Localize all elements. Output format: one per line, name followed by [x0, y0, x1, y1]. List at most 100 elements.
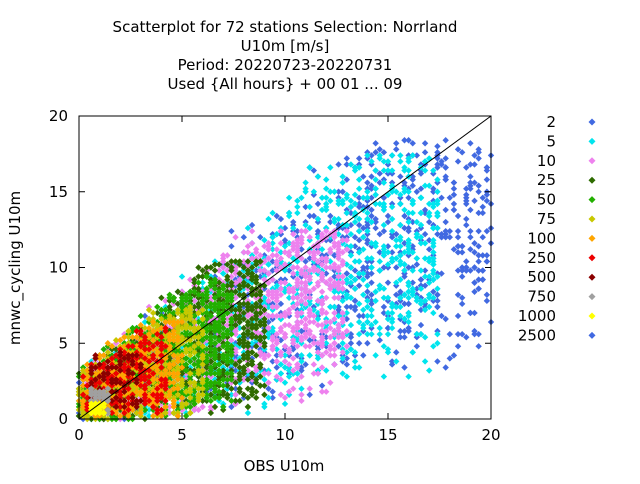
- data-point: [380, 294, 388, 301]
- data-point: [294, 376, 301, 383]
- data-point: [393, 243, 400, 250]
- data-point: [409, 349, 416, 356]
- data-point: [244, 258, 252, 265]
- data-point: [442, 164, 449, 171]
- data-point: [182, 349, 190, 356]
- data-point: [376, 155, 383, 162]
- data-point: [207, 346, 215, 353]
- data-point: [294, 352, 301, 359]
- data-point: [252, 273, 260, 280]
- data-point: [248, 255, 256, 262]
- data-point: [318, 364, 326, 371]
- data-point: [405, 209, 412, 217]
- data-point: [215, 355, 223, 362]
- data-point: [372, 140, 379, 147]
- data-point: [314, 321, 322, 329]
- data-point: [174, 364, 182, 371]
- data-point: [240, 376, 247, 383]
- data-point: [343, 237, 350, 244]
- data-point: [178, 400, 186, 408]
- data-point: [236, 340, 243, 347]
- data-point: [306, 224, 313, 232]
- data-point: [248, 333, 256, 341]
- data-point: [364, 282, 371, 289]
- data-point: [360, 306, 367, 314]
- data-point: [401, 206, 408, 214]
- data-point: [306, 203, 313, 211]
- data-point: [228, 330, 235, 338]
- data-point: [232, 294, 239, 301]
- data-point: [393, 303, 400, 311]
- data-point: [310, 340, 318, 347]
- data-point: [388, 361, 396, 368]
- data-point: [269, 394, 276, 401]
- data-point: [261, 327, 268, 335]
- data-point: [257, 352, 264, 359]
- data-point: [273, 252, 280, 259]
- data-point: [306, 391, 313, 398]
- data-point: [290, 264, 297, 271]
- data-point: [434, 273, 441, 280]
- data-point: [195, 361, 202, 368]
- data-point: [187, 388, 194, 395]
- data-point: [273, 230, 280, 238]
- data-point: [409, 249, 416, 256]
- data-point: [240, 315, 247, 323]
- data-point: [290, 385, 297, 392]
- data-point: [417, 185, 425, 192]
- data-point: [355, 227, 363, 235]
- data-point: [281, 249, 289, 256]
- data-point: [302, 203, 309, 211]
- data-point: [191, 276, 198, 283]
- data-point: [228, 370, 235, 377]
- data-point: [421, 149, 429, 156]
- data-point: [463, 267, 470, 274]
- data-point: [228, 385, 235, 392]
- data-point: [224, 382, 231, 389]
- data-point: [281, 330, 289, 338]
- data-point: [475, 188, 482, 195]
- data-point: [327, 258, 334, 265]
- data-point: [298, 297, 305, 305]
- data-point: [298, 367, 305, 374]
- data-point: [195, 352, 202, 359]
- data-point: [302, 179, 309, 186]
- data-point: [479, 267, 486, 274]
- data-point: [401, 300, 408, 308]
- data-point: [384, 261, 392, 268]
- data-point: [483, 176, 491, 183]
- data-point: [331, 273, 338, 280]
- data-point: [244, 394, 252, 401]
- data-point: [277, 312, 285, 320]
- data-point: [327, 197, 334, 205]
- data-point: [248, 388, 256, 395]
- data-point: [376, 324, 383, 332]
- data-point: [298, 237, 305, 244]
- data-point: [483, 164, 491, 171]
- data-point: [314, 258, 322, 265]
- data-point: [364, 318, 371, 326]
- data-point: [285, 294, 293, 301]
- data-point: [430, 276, 437, 283]
- data-point: [203, 288, 210, 295]
- data-point: [409, 279, 416, 286]
- data-point: [232, 234, 239, 241]
- data-point: [158, 306, 165, 314]
- data-point: [368, 158, 375, 165]
- data-point: [426, 182, 433, 189]
- data-point: [240, 264, 247, 271]
- data-point: [318, 261, 326, 268]
- data-point: [314, 200, 322, 208]
- data-point: [323, 327, 330, 335]
- data-point: [339, 179, 346, 186]
- data-point: [376, 249, 383, 256]
- data-point: [401, 188, 408, 195]
- data-point: [211, 403, 219, 411]
- data-point: [364, 255, 371, 262]
- data-point: [191, 388, 198, 395]
- data-point: [294, 370, 301, 377]
- data-point: [405, 155, 412, 162]
- data-point: [397, 303, 404, 311]
- data-point: [232, 321, 239, 329]
- data-point: [228, 391, 235, 398]
